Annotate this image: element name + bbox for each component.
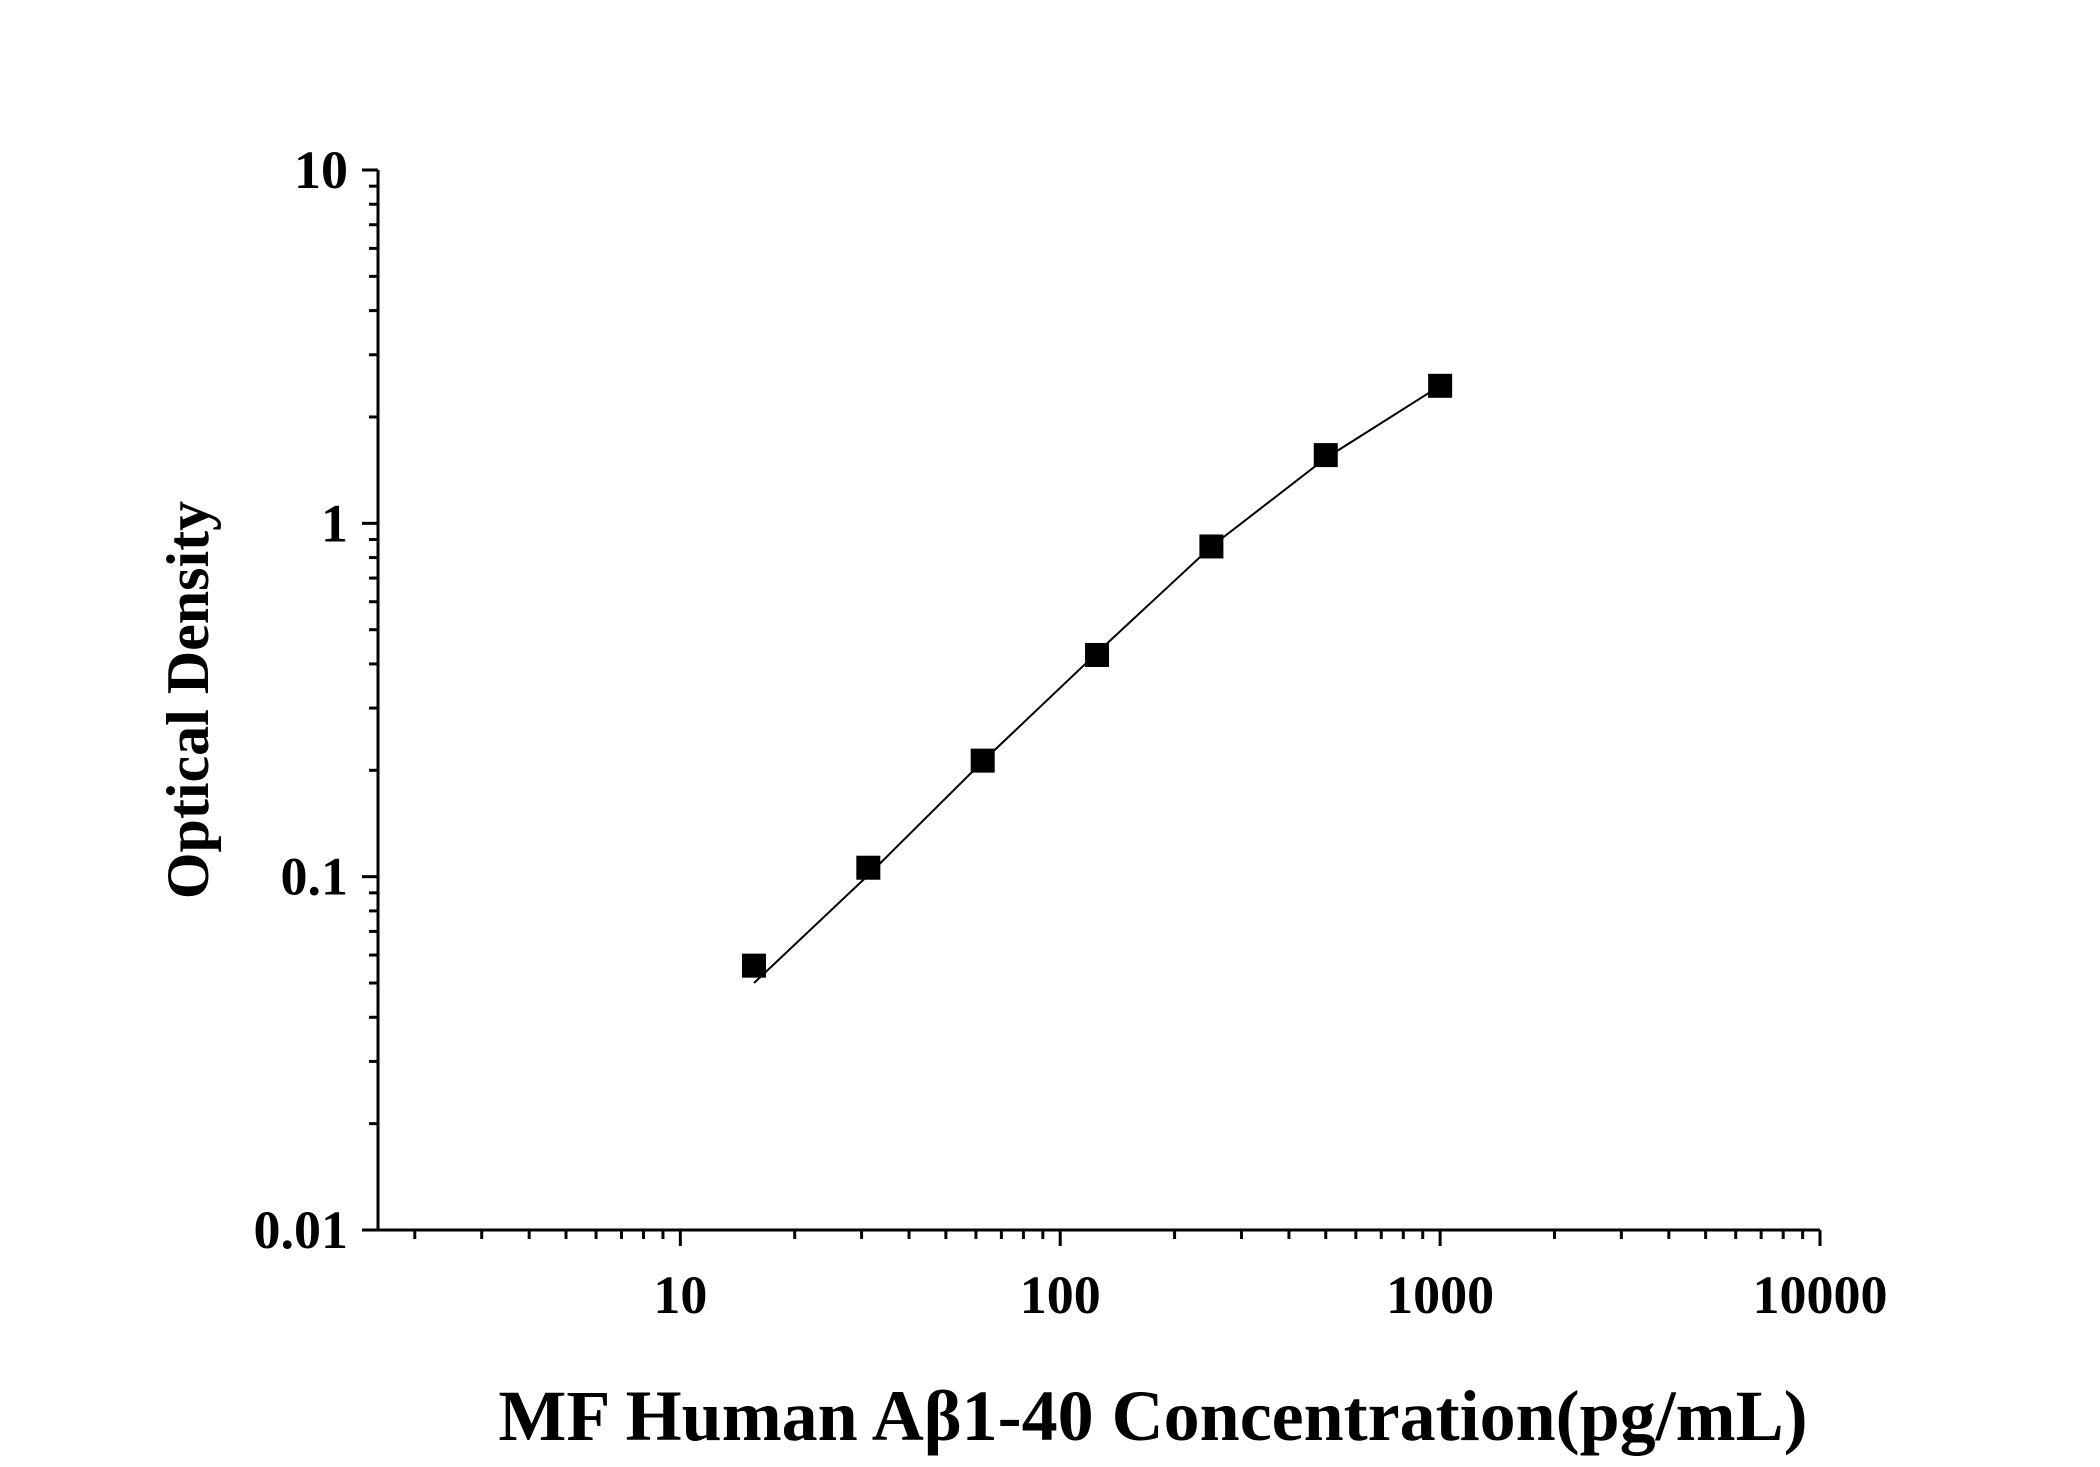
x-axis-ticks: 10 100 1000 10000 bbox=[413, 1230, 1888, 1325]
axes bbox=[376, 170, 1820, 1232]
data-point bbox=[1199, 534, 1224, 559]
y-tick-label: 0.1 bbox=[281, 847, 349, 907]
data-point bbox=[970, 748, 995, 773]
x-tick-label: 1000 bbox=[1386, 1265, 1494, 1325]
y-axis-ticks: 0.01 0.1 1 10 bbox=[254, 140, 378, 1260]
x-axis-title: MF Human Aβ1-40 Concentration(pg/mL) bbox=[498, 1376, 1807, 1456]
y-tick-label: 0.01 bbox=[254, 1200, 349, 1260]
x-tick-label: 100 bbox=[1020, 1265, 1101, 1325]
y-axis-title: Optical Density bbox=[155, 501, 221, 899]
x-tick-label: 10000 bbox=[1753, 1265, 1888, 1325]
y-tick-label: 1 bbox=[321, 493, 348, 553]
y-tick-label: 10 bbox=[294, 140, 348, 200]
fit-curve-group bbox=[753, 384, 1441, 984]
data-point bbox=[856, 855, 881, 880]
data-point bbox=[1313, 443, 1338, 468]
data-point bbox=[1428, 373, 1453, 398]
x-tick-label: 10 bbox=[653, 1265, 707, 1325]
data-point bbox=[1085, 642, 1110, 667]
data-points bbox=[741, 373, 1453, 978]
fit-curve bbox=[753, 384, 1441, 984]
data-point bbox=[741, 953, 766, 978]
